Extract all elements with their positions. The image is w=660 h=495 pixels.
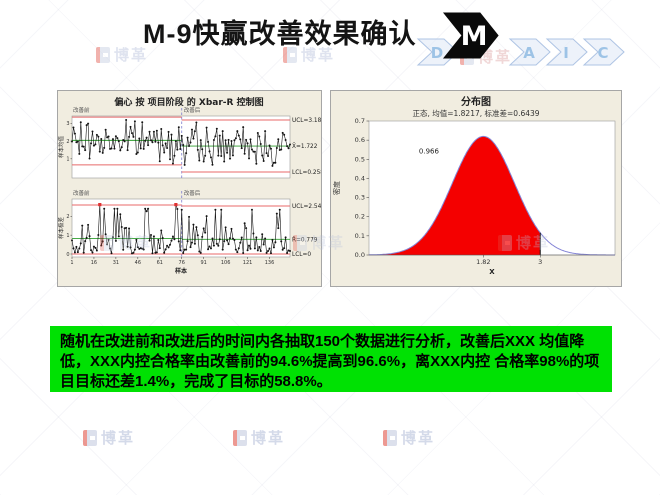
svg-text:0.4: 0.4 — [355, 174, 365, 182]
svg-text:D: D — [431, 44, 443, 62]
svg-text:2: 2 — [66, 214, 69, 220]
dmaic-step-c: C — [582, 38, 625, 66]
svg-text:61: 61 — [157, 260, 163, 266]
svg-text:A: A — [523, 44, 535, 62]
svg-text:1: 1 — [70, 260, 73, 266]
svg-text:改善前: 改善前 — [73, 106, 90, 114]
svg-text:1: 1 — [66, 233, 69, 239]
boge-watermark: 博革 — [83, 427, 135, 448]
svg-text:0.6: 0.6 — [355, 136, 365, 144]
svg-text:M: M — [461, 21, 488, 52]
svg-text:121: 121 — [243, 260, 253, 266]
svg-text:X: X — [489, 268, 495, 276]
svg-text:UCL=3.187: UCL=3.187 — [292, 118, 321, 124]
svg-text:2: 2 — [66, 139, 69, 145]
svg-text:改善后: 改善后 — [184, 106, 201, 114]
svg-text:31: 31 — [113, 260, 119, 266]
svg-text:76: 76 — [179, 260, 185, 266]
dmaic-banner: D A I C M — [416, 12, 625, 66]
svg-text:LCL=0: LCL=0 — [292, 252, 311, 258]
svg-text:分布图: 分布图 — [461, 95, 491, 108]
svg-text:正态, 均值=1.8217, 标准差=0.6439: 正态, 均值=1.8217, 标准差=0.6439 — [412, 108, 539, 118]
svg-text:R̄=0.779: R̄=0.779 — [292, 236, 318, 243]
boge-watermark: 博革 — [233, 427, 285, 448]
svg-text:0.966: 0.966 — [419, 148, 440, 156]
svg-text:C: C — [597, 44, 608, 62]
svg-text:46: 46 — [135, 260, 141, 266]
svg-text:样本: 样本 — [175, 267, 188, 275]
distribution-plot: 分布图 正态, 均值=1.8217, 标准差=0.6439 0.0 0.1 0.2 0.3… — [330, 90, 622, 287]
xbar-r-control-chart: 偏心 按 项目阶段 的 Xbar-R 控制图 改善前 改善后 1 2 3 样本均值 UCL=3… — [57, 90, 322, 287]
boge-watermark: 博革 — [383, 427, 435, 448]
svg-text:I: I — [563, 44, 569, 62]
svg-text:91: 91 — [200, 260, 206, 266]
svg-text:样本极差: 样本极差 — [58, 217, 65, 240]
svg-text:16: 16 — [91, 260, 97, 266]
svg-text:1: 1 — [66, 157, 69, 163]
page-title: M-9快赢改善效果确认 — [143, 19, 417, 49]
svg-text:偏心 按 项目阶段 的 Xbar-R 控制图: 偏心 按 项目阶段 的 Xbar-R 控制图 — [114, 96, 263, 108]
svg-text:X̄=1.722: X̄=1.722 — [292, 143, 318, 150]
svg-text:样本均值: 样本均值 — [58, 136, 65, 159]
svg-text:3: 3 — [538, 258, 542, 266]
svg-text:改善前: 改善前 — [73, 189, 90, 197]
svg-text:密度: 密度 — [332, 181, 341, 195]
svg-text:0.7: 0.7 — [355, 117, 365, 125]
brand-g-icon — [383, 429, 397, 446]
dmaic-step-a: A — [508, 38, 551, 66]
summary-text: 随机在改进前和改进后的时间内各抽取150个数据进行分析，改善后XXX 均值降低，… — [60, 333, 600, 390]
brand-g-icon — [96, 46, 110, 63]
svg-text:0.5: 0.5 — [355, 155, 365, 163]
brand-g-icon — [83, 429, 97, 446]
svg-text:0.2: 0.2 — [355, 213, 365, 221]
svg-text:0: 0 — [66, 252, 69, 258]
svg-text:0.3: 0.3 — [355, 194, 365, 202]
svg-text:106: 106 — [221, 260, 231, 266]
svg-text:1.82: 1.82 — [476, 258, 490, 266]
svg-text:0.1: 0.1 — [355, 232, 365, 240]
svg-text:136: 136 — [265, 260, 275, 266]
dmaic-step-i: I — [545, 38, 588, 66]
svg-text:3: 3 — [66, 121, 69, 127]
svg-text:LCL=0.258: LCL=0.258 — [292, 170, 321, 176]
boge-watermark: 博革 — [96, 44, 148, 65]
dmaic-step-m-active: M — [442, 12, 499, 59]
brand-g-icon — [233, 429, 247, 446]
summary-box: 随机在改进前和改进后的时间内各抽取150个数据进行分析，改善后XXX 均值降低，… — [50, 326, 612, 392]
svg-text:UCL=2.546: UCL=2.546 — [292, 204, 321, 210]
svg-text:0.0: 0.0 — [355, 251, 365, 259]
svg-text:改善后: 改善后 — [184, 189, 201, 197]
